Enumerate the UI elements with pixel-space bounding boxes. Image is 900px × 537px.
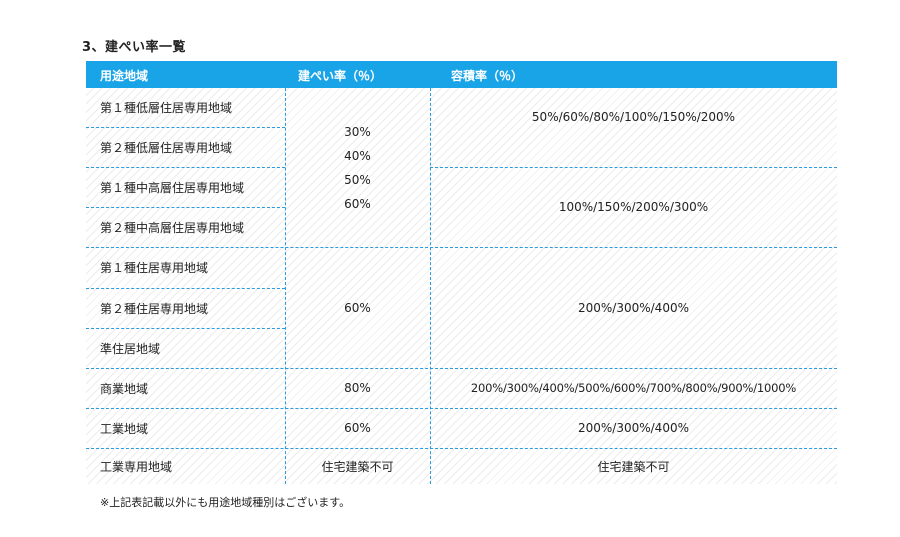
far-industrial: 200%/300%/400% [577, 421, 689, 435]
zone-label: 準住居地域 [100, 341, 161, 356]
divider-h [86, 448, 837, 449]
far-residential: 200%/300%/400% [577, 300, 689, 315]
coverage-value: 30% [344, 124, 371, 139]
coverage-value: 40% [344, 148, 371, 163]
far-low-residential: 50%/60%/80%/100%/150%/200% [531, 109, 736, 124]
zone-label: 第２種低層住居専用地域 [100, 140, 233, 155]
coverage-value: 60% [344, 196, 371, 211]
far-mid-residential: 100%/150%/200%/300% [558, 200, 709, 214]
divider-v2 [430, 88, 431, 484]
zone-label: 第１種低層住居専用地域 [100, 101, 233, 115]
divider-h [86, 127, 285, 128]
table-body: 第１種低層住居専用地域 第２種低層住居専用地域 第１種中高層住居専用地域 第２種… [86, 88, 837, 484]
coverage-value: 50% [344, 172, 371, 187]
coverage-industrial-exclusive: 住宅建築不可 [321, 459, 394, 474]
divider-h [430, 167, 837, 168]
coverage-industrial: 60% [344, 421, 371, 435]
zone-label: 第１種住居専用地域 [100, 261, 209, 275]
divider-h [86, 408, 837, 409]
far-industrial-exclusive: 住宅建築不可 [597, 459, 670, 474]
zone-label: 第２種中高層住居専用地域 [100, 220, 245, 235]
coverage-commercial: 80% [344, 381, 371, 395]
zone-label: 第２種住居専用地域 [100, 301, 209, 316]
header-far: 容積率（％） [451, 69, 524, 83]
zone-label: 工業地域 [100, 421, 149, 436]
divider-h [86, 288, 285, 289]
table-header: 用途地域 建ぺい率（％） 容積率（％） [86, 61, 837, 88]
divider-h [86, 207, 285, 208]
zone-label: 商業地域 [100, 381, 149, 396]
divider-v1 [285, 88, 286, 484]
header-zone: 用途地域 [100, 69, 149, 83]
divider-h [86, 247, 837, 248]
far-commercial: 200%/300%/400%/500%/600%/700%/800%/900%/… [470, 381, 797, 395]
coverage-low-mid-residential: 30% 40% 50% 60% [285, 88, 430, 247]
zone-label: 工業専用地域 [100, 459, 173, 474]
coverage-residential: 60% [344, 300, 371, 315]
coverage-ratio-table: 用途地域 建ぺい率（％） 容積率（％） 第１種低層住居専用地域 第２種低層住居専… [86, 61, 837, 484]
section-heading: 3、建ぺい率一覧 [82, 40, 187, 55]
divider-h [86, 368, 837, 369]
header-coverage: 建ぺい率（％） [298, 69, 383, 83]
divider-h [86, 328, 285, 329]
divider-h [86, 167, 285, 168]
zone-label: 第１種中高層住居専用地域 [100, 180, 245, 195]
footnote: ※上記表記載以外にも用途地域種別はございます。 [100, 496, 351, 509]
